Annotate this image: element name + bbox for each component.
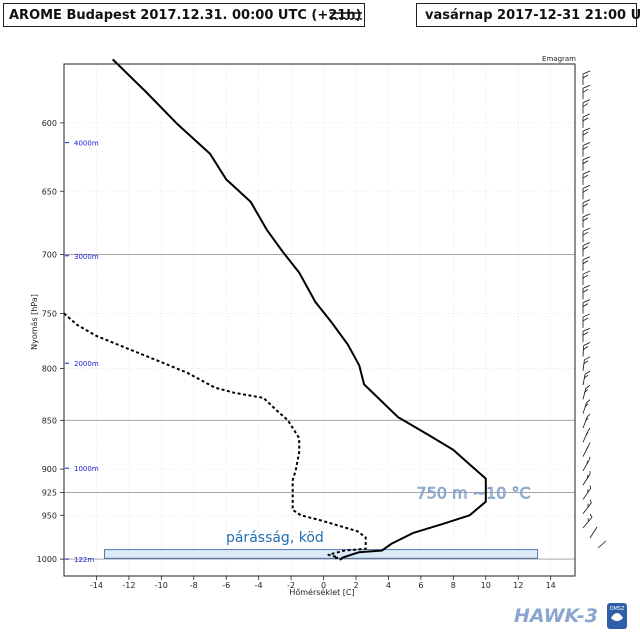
- y-axis-label: Nyomás [hPa]: [30, 294, 39, 350]
- x-tick-label: 0: [321, 581, 326, 590]
- wind-barb: [582, 284, 591, 300]
- wind-barb: [582, 70, 591, 85]
- wind-barb-column: [582, 70, 607, 549]
- x-tick-label: 12: [513, 581, 523, 590]
- wind-barb: [582, 327, 591, 343]
- wind-barb: [589, 526, 598, 539]
- omsz-logo-text: OMSZ: [610, 606, 625, 612]
- x-tick-label: 4: [386, 581, 391, 590]
- y-tick-label: 650: [42, 187, 57, 196]
- tick-layer: -14 -12 -10 -8 -6 -4 -2 0 2 4 6 8 10 12 14 600 650 700 750…: [37, 119, 556, 590]
- wind-barb: [582, 485, 592, 500]
- frame-layer: [63, 63, 576, 577]
- height-label: 2000m: [74, 360, 99, 368]
- header-title-right: vasárnap 2017-12-31 21:00 UTC: [416, 3, 640, 27]
- wind-barb: [582, 113, 591, 128]
- wind-barb: [582, 184, 591, 200]
- wind-barb: [582, 84, 591, 100]
- x-tick-label: -6: [222, 581, 230, 590]
- footer-brand-text: HAWK-3: [514, 605, 598, 627]
- wind-barb: [582, 142, 591, 157]
- temperature-line: [112, 58, 487, 561]
- grid-layer: [64, 64, 575, 576]
- x-tick-label: -8: [190, 581, 198, 590]
- wind-barb: [582, 385, 591, 400]
- y-tick-label: 925: [42, 489, 57, 498]
- y-tick-label: 800: [42, 365, 57, 374]
- height-label: 3000m: [74, 253, 99, 261]
- height-label: 1000m: [74, 465, 99, 473]
- x-tick-label: -4: [255, 581, 263, 590]
- header-legend-icon: [330, 12, 362, 20]
- wind-barb: [582, 256, 591, 271]
- fog-band: [104, 549, 539, 559]
- wind-barb: [582, 213, 591, 228]
- inversion-annotation: 750 m ~10 °C: [416, 484, 530, 503]
- wind-barb: [582, 299, 591, 314]
- series-layer: [63, 58, 487, 561]
- wind-barb: [582, 156, 591, 171]
- header-title-right-text: vasárnap 2017-12-31 21:00 UTC: [425, 8, 640, 23]
- x-tick-label: -12: [122, 581, 135, 590]
- wind-barb: [582, 170, 591, 186]
- x-tick-label: -14: [90, 581, 103, 590]
- x-axis-label: Hőmérséklet [C]: [289, 587, 354, 597]
- x-tick-label: -2: [287, 581, 295, 590]
- x-tick-label: 6: [418, 581, 423, 590]
- height-label: 4000m: [74, 140, 99, 148]
- x-tick-label: -10: [155, 581, 168, 590]
- wind-barb: [582, 428, 591, 443]
- wind-barb: [582, 513, 593, 529]
- y-tick-label: 1000: [37, 555, 57, 564]
- wind-barb: [582, 342, 591, 357]
- wind-barb: [582, 471, 591, 486]
- wind-barb: [582, 442, 591, 457]
- x-tick-label: 2: [353, 581, 358, 590]
- fog-annotation: párásság, köd: [226, 530, 324, 546]
- footer-brand: HAWK-3: [514, 605, 598, 627]
- wind-barb: [582, 456, 591, 472]
- wind-barb: [597, 540, 607, 549]
- fog-band-layer: [104, 549, 539, 559]
- x-tick-label: 8: [451, 581, 456, 590]
- dewpoint-line: [63, 312, 367, 561]
- omsz-logo: OMSZ: [607, 603, 627, 629]
- height-label-layer: 4000m 3000m 2000m 1000m 122m: [65, 140, 99, 564]
- y-tick-label: 950: [42, 511, 57, 520]
- wind-barb: [582, 99, 591, 114]
- plot-frame: [63, 63, 576, 577]
- y-tick-label: 600: [42, 119, 57, 128]
- wind-barb: [582, 499, 592, 514]
- wind-barb: [582, 370, 591, 386]
- wind-barb: [582, 242, 591, 257]
- y-tick-label: 900: [42, 465, 57, 474]
- wind-barb: [582, 413, 591, 429]
- height-label: 122m: [74, 556, 94, 564]
- x-tick-label: 10: [481, 581, 491, 590]
- chart-subtitle: Emagram: [542, 55, 576, 63]
- x-tick-label: 14: [546, 581, 556, 590]
- header-title-left-text: AROME Budapest 2017.12.31. 00:00 UTC (+2…: [9, 8, 362, 23]
- wind-barb: [582, 127, 591, 143]
- wind-barb: [582, 227, 591, 243]
- wind-barb: [582, 356, 591, 371]
- y-tick-label: 850: [42, 416, 57, 425]
- wind-barb: [582, 199, 591, 214]
- header-title-left: AROME Budapest 2017.12.31. 00:00 UTC (+2…: [3, 3, 365, 27]
- wind-barb: [582, 313, 591, 328]
- wind-barb: [582, 399, 591, 414]
- y-tick-label: 750: [42, 309, 57, 318]
- y-tick-label: 700: [42, 251, 57, 260]
- wind-barb: [582, 270, 591, 286]
- annotation-layer: 750 m ~10 °C párásság, köd: [226, 483, 531, 546]
